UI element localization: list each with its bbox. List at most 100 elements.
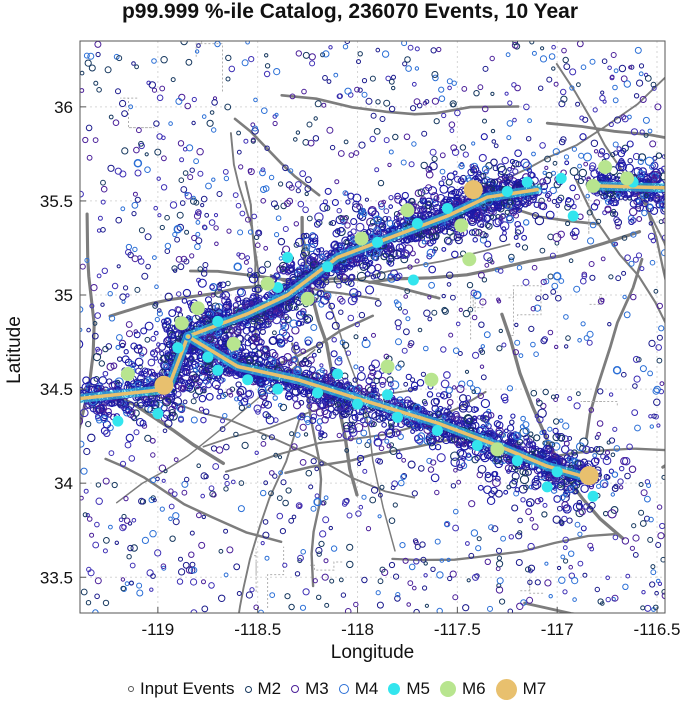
- event-marker: [180, 255, 188, 263]
- event-marker: [576, 82, 581, 88]
- event-marker: [440, 346, 447, 353]
- event-marker: [629, 545, 636, 551]
- event-marker: [361, 78, 368, 84]
- event-marker: [260, 198, 267, 204]
- event-marker: [652, 387, 660, 395]
- event-marker: [306, 397, 312, 404]
- event-marker: [94, 521, 100, 528]
- event-marker: [323, 558, 329, 564]
- event-marker: [198, 541, 206, 549]
- event-marker: [118, 339, 127, 348]
- event-marker: [95, 497, 103, 505]
- event-marker: [496, 555, 502, 561]
- event-marker: [300, 361, 306, 368]
- event-marker: [299, 423, 307, 431]
- event-marker: [588, 261, 595, 267]
- event-marker: [136, 127, 142, 134]
- event-marker: [514, 487, 520, 493]
- event-marker: [493, 420, 501, 428]
- event-marker: [647, 128, 653, 134]
- event-marker: [118, 517, 124, 523]
- event-marker: [315, 424, 322, 432]
- event-marker: [539, 247, 546, 254]
- event-marker: [369, 496, 377, 504]
- fault-line: [642, 191, 665, 283]
- event-marker: [356, 438, 362, 445]
- event-marker: [597, 388, 604, 395]
- event-marker: [251, 127, 259, 135]
- event-marker: [224, 480, 230, 487]
- event-marker: [543, 433, 550, 440]
- event-marker: [401, 347, 408, 354]
- event-marker: [539, 55, 548, 63]
- event-marker: [424, 603, 429, 608]
- event-marker: [184, 191, 189, 197]
- event-marker: [151, 87, 158, 93]
- event-marker: [403, 294, 409, 299]
- event-marker: [400, 473, 407, 481]
- event-marker: [420, 371, 426, 377]
- event-marker: [508, 257, 514, 263]
- event-marker: [462, 151, 469, 158]
- event-marker: [348, 428, 358, 437]
- event-marker: [374, 167, 380, 173]
- event-marker: [277, 237, 286, 246]
- event-marker: [282, 499, 289, 507]
- event-marker: [264, 555, 270, 561]
- event-marker: [414, 544, 421, 550]
- event-marker: [210, 292, 216, 298]
- event-marker: [395, 452, 403, 460]
- event-marker: [446, 282, 452, 287]
- event-marker: [293, 221, 299, 227]
- event-marker: [119, 99, 127, 108]
- event-marker: [358, 311, 366, 319]
- event-marker: [278, 181, 284, 187]
- event-marker: [86, 516, 93, 522]
- event-marker: [285, 487, 292, 494]
- event-marker: [391, 74, 396, 80]
- event-marker: [490, 91, 495, 97]
- event-marker: [156, 401, 164, 409]
- event-marker: [566, 484, 573, 491]
- event-marker: [299, 264, 305, 270]
- event-marker: [623, 80, 631, 88]
- event-marker: [235, 381, 242, 388]
- event-marker: [612, 141, 619, 148]
- event-marker: [407, 460, 416, 469]
- event-marker: [506, 135, 512, 141]
- event-marker: [222, 413, 228, 419]
- event-marker: [226, 228, 232, 234]
- event-marker: [172, 268, 178, 273]
- event-marker: [581, 273, 588, 280]
- event-marker: [319, 363, 324, 368]
- event-marker: [80, 467, 88, 475]
- event-marker: [347, 192, 355, 200]
- event-marker: [247, 267, 253, 273]
- event-marker: [542, 293, 549, 300]
- event-marker: [481, 277, 488, 283]
- event-marker: [597, 151, 604, 158]
- event-marker: [414, 189, 423, 198]
- event-marker: [539, 430, 545, 436]
- event-marker: [441, 246, 447, 252]
- event-marker: [406, 602, 412, 607]
- event-marker: [337, 295, 344, 303]
- event-marker: [388, 517, 396, 525]
- event-marker: [261, 107, 268, 114]
- event-marker: [216, 191, 223, 197]
- event-marker: [363, 336, 368, 342]
- event-marker: [666, 188, 672, 194]
- event-marker: [462, 604, 470, 612]
- event-marker: [336, 93, 343, 100]
- event-marker: [624, 254, 631, 262]
- event-marker: [423, 573, 428, 578]
- event-marker: [299, 170, 307, 178]
- event-marker: [116, 334, 123, 341]
- event-marker: [649, 424, 654, 429]
- event-marker: [211, 177, 216, 182]
- fault-line: [367, 230, 642, 284]
- event-marker: [246, 403, 252, 409]
- event-marker: [618, 64, 627, 73]
- event-marker: [378, 492, 383, 498]
- event-marker: [319, 530, 327, 538]
